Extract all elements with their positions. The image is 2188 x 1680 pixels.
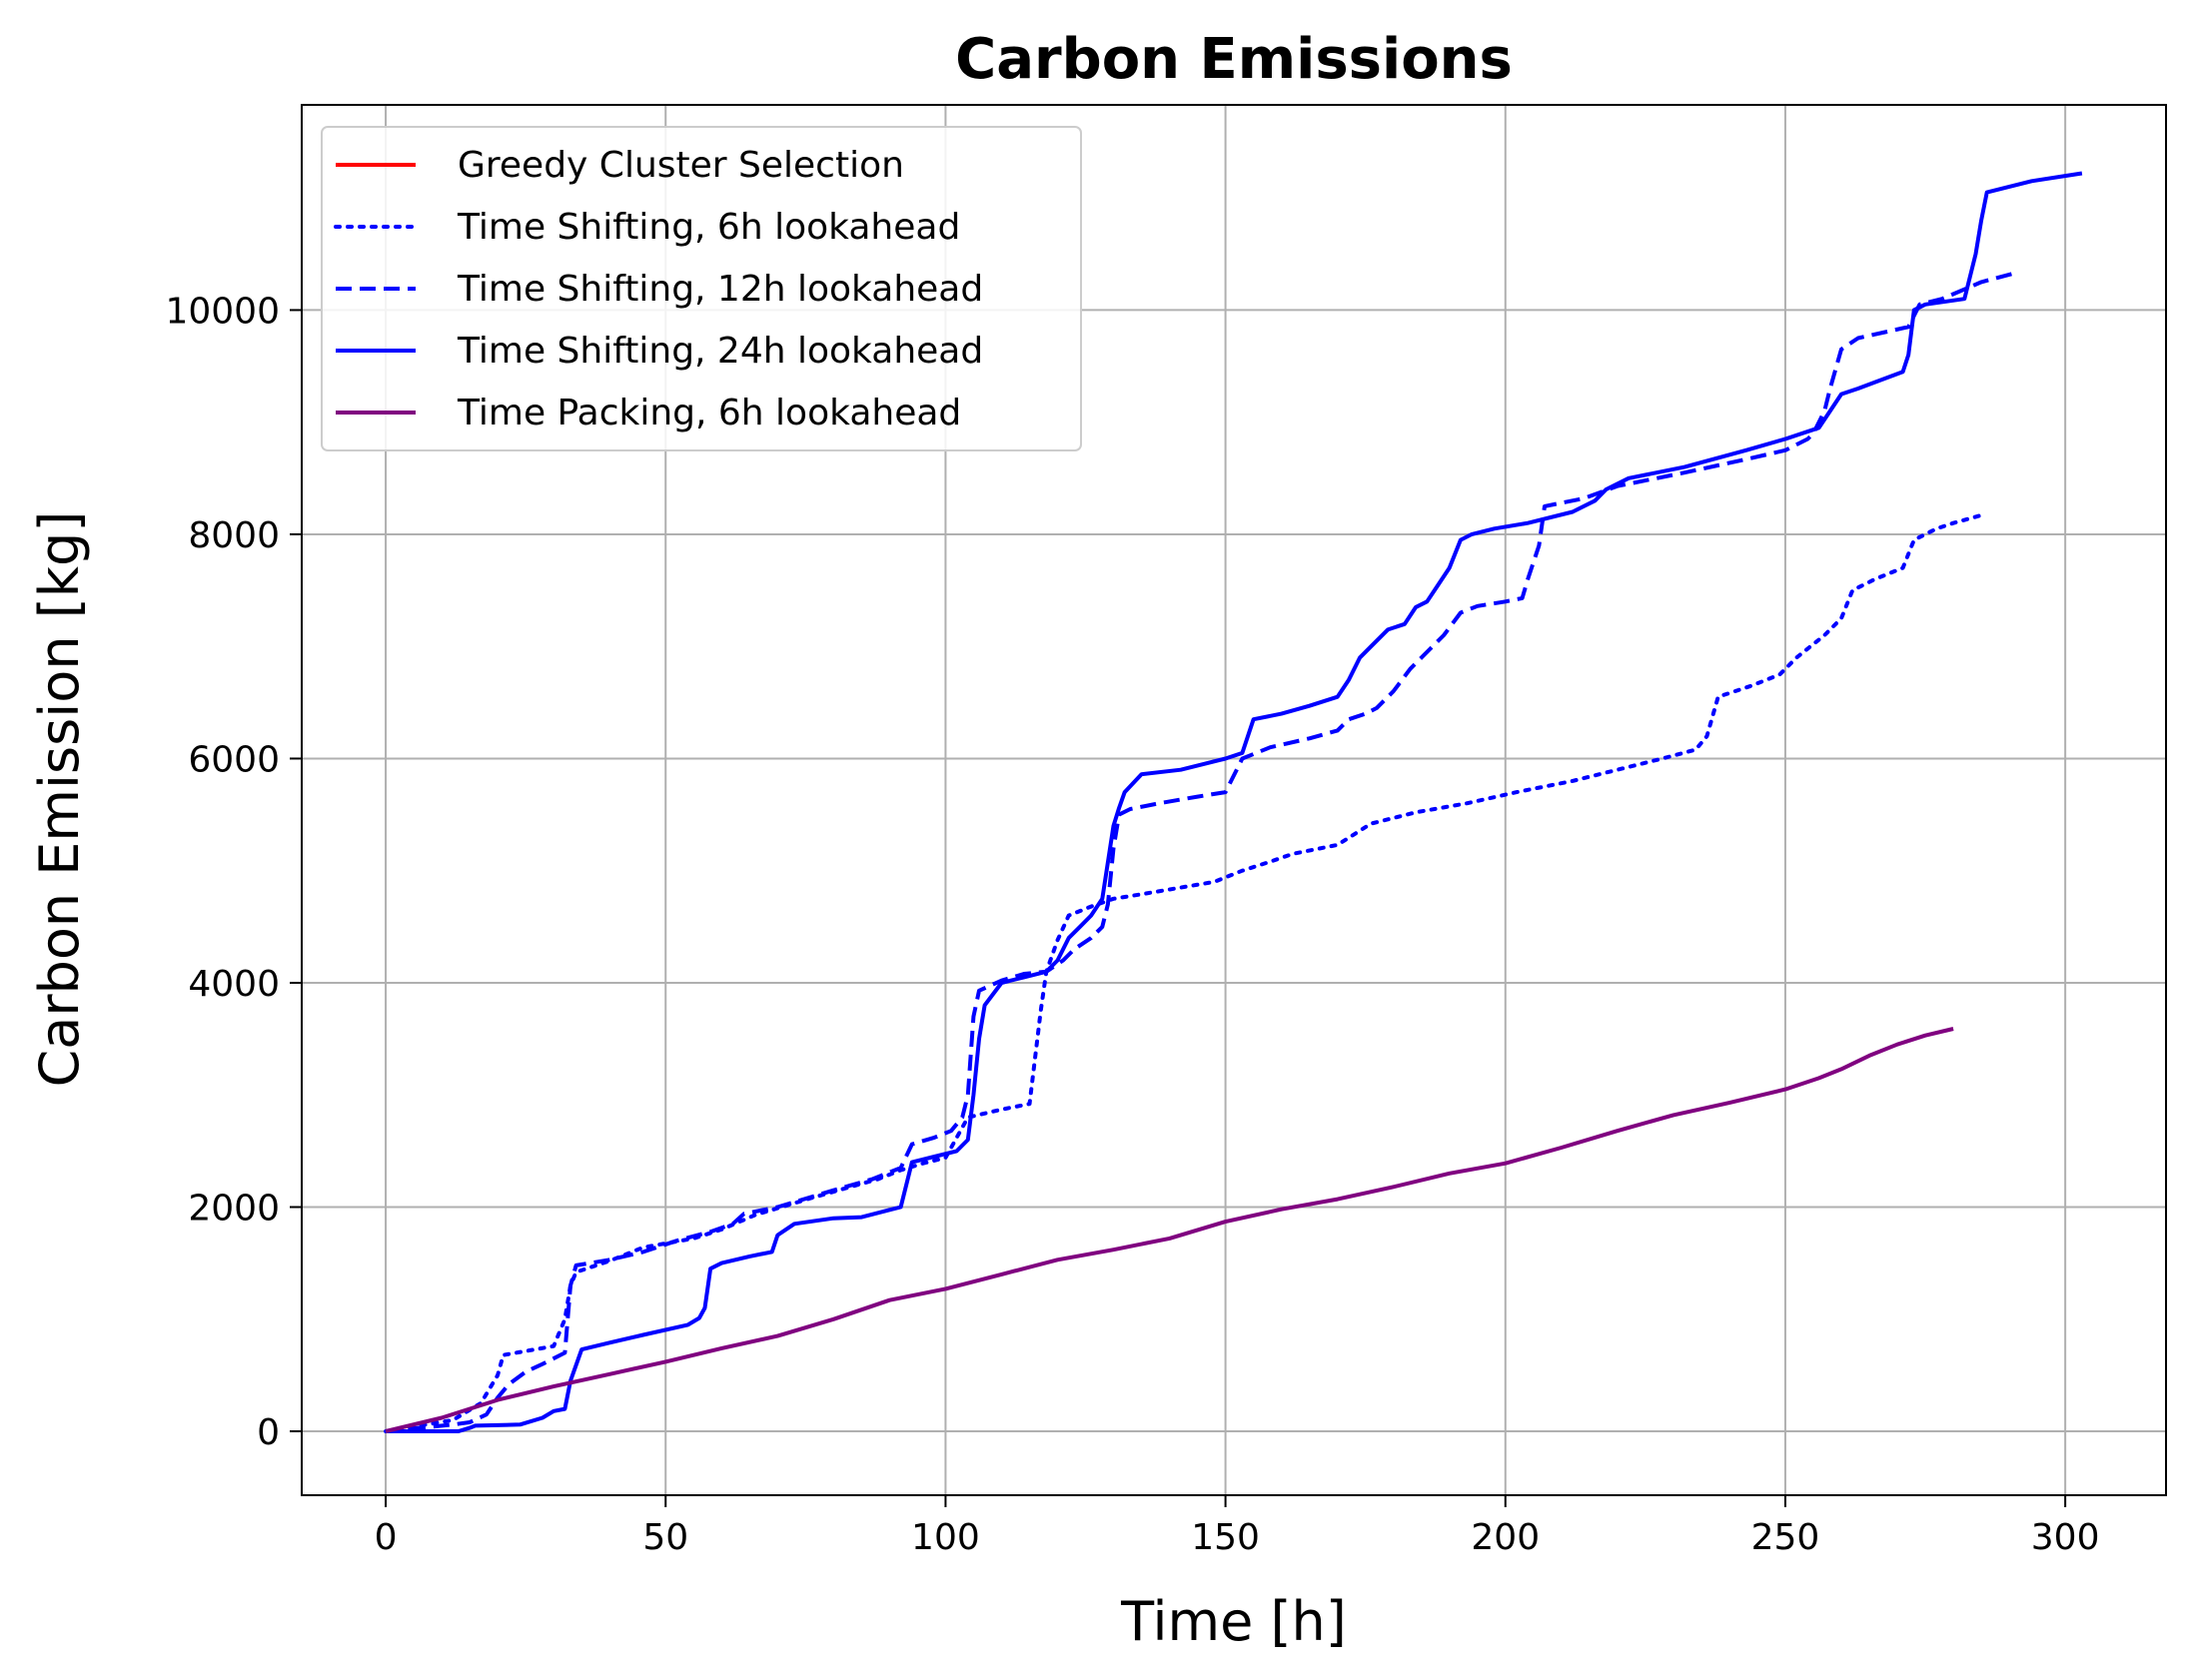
- legend-box: [321, 126, 1082, 451]
- legend: Greedy Cluster Selection Time Shifting, 6…: [321, 126, 1082, 451]
- y-tick-label: 4000: [188, 964, 280, 1005]
- x-tick-label: 300: [2031, 1517, 2100, 1558]
- legend-label-time-packing-6h-lookahead: Time Packing, 6h lookahead: [457, 393, 961, 433]
- y-tick-label: 2000: [188, 1188, 280, 1229]
- x-tick-label: 250: [1751, 1517, 1820, 1558]
- y-tick-label: 6000: [188, 739, 280, 780]
- x-tick-label: 200: [1471, 1517, 1540, 1558]
- chart-title: Carbon Emissions: [955, 27, 1513, 92]
- y-axis-label: Carbon Emission [kg]: [28, 511, 91, 1088]
- plot-frame: [301, 104, 2167, 1496]
- x-tick-label: 150: [1191, 1517, 1260, 1558]
- y-tick-label: 10000: [165, 291, 280, 332]
- x-tick-label: 50: [642, 1517, 688, 1558]
- series-line-time-shifting-24h-lookahead: [386, 171, 2083, 1433]
- x-axis-label: Time [h]: [1120, 1590, 1347, 1653]
- x-tick-label: 0: [375, 1517, 398, 1558]
- legend-label-time-shifting-12h-lookahead: Time Shifting, 12h lookahead: [457, 269, 983, 310]
- series-line-time-shifting-12h-lookahead: [385, 271, 2016, 1433]
- y-tick-label: 0: [257, 1412, 280, 1453]
- legend-label-time-shifting-24h-lookahead: Time Shifting, 24h lookahead: [457, 331, 983, 372]
- y-tick-label: 8000: [188, 515, 280, 556]
- legend-label-greedy-cluster-selection: Greedy Cluster Selection: [458, 145, 904, 186]
- x-tick-label: 100: [911, 1517, 980, 1558]
- series-lines: [384, 171, 2083, 1433]
- series-line-time-packing-6h-lookahead: [385, 1027, 1954, 1433]
- axis-ticks: 0 50 100 150 200 250 300 0 2000 4000 6000 8000 10000: [165, 291, 2099, 1558]
- legend-label-time-shifting-6h-lookahead: Time Shifting, 6h lookahead: [457, 207, 960, 248]
